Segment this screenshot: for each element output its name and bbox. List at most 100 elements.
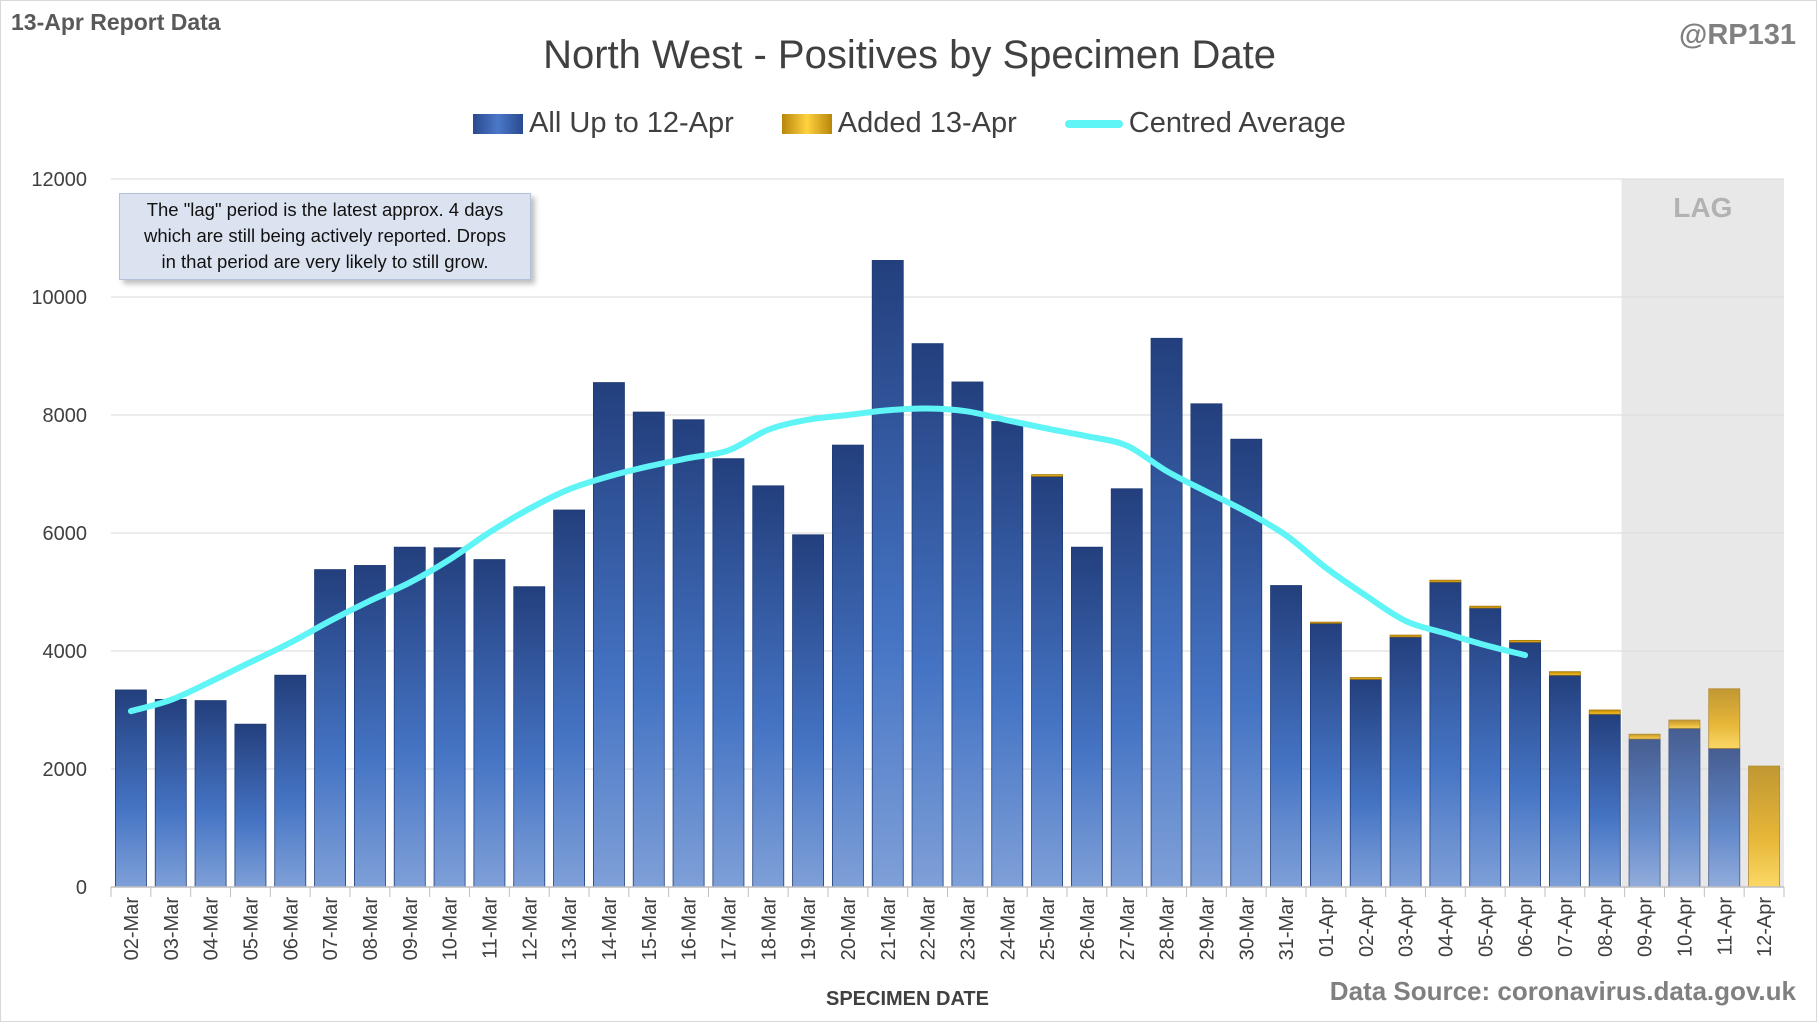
bar-base-16-Mar	[672, 419, 705, 888]
legend: All Up to 12-Apr Added 13-Apr Centred Av…	[1, 107, 1817, 140]
x-tick-label: 14-Mar	[599, 897, 621, 961]
x-tick-label: 08-Mar	[360, 897, 382, 961]
x-tick-label: 31-Mar	[1276, 897, 1298, 961]
bar-base-12-Mar	[513, 586, 546, 888]
x-tick-label: 06-Mar	[280, 897, 302, 961]
lag-note-line-2: which are still being actively reported.…	[144, 225, 506, 246]
bar-base-05-Mar	[234, 723, 267, 888]
x-tick-label: 11-Apr	[1714, 897, 1736, 956]
bar-added-10-Apr	[1668, 719, 1701, 729]
bar-base-14-Mar	[592, 382, 625, 888]
legend-swatch-average	[1064, 119, 1123, 128]
bar-base-23-Mar	[951, 381, 984, 888]
x-tick-label: 03-Apr	[1396, 897, 1418, 957]
x-tick-label: 23-Mar	[957, 897, 979, 961]
y-tick-label: 4000	[43, 641, 88, 663]
lag-overlay	[1621, 179, 1784, 887]
x-tick-label: 16-Mar	[679, 897, 701, 961]
x-tick-label: 15-Mar	[639, 897, 661, 961]
bar-base-10-Apr	[1668, 727, 1701, 888]
x-tick-label: 08-Apr	[1595, 897, 1617, 957]
x-tick-label: 05-Mar	[240, 897, 262, 961]
x-tick-label: 10-Apr	[1674, 897, 1696, 957]
x-tick-label: 06-Apr	[1515, 897, 1537, 957]
bar-base-28-Mar	[1150, 337, 1183, 888]
x-tick-label: 17-Mar	[718, 897, 740, 961]
x-tick-label: 21-Mar	[878, 897, 900, 961]
bar-added-11-Apr	[1708, 688, 1741, 749]
legend-label-average: Centred Average	[1128, 107, 1346, 139]
bar-base-26-Mar	[1070, 546, 1103, 888]
bar-base-03-Mar	[154, 698, 187, 888]
bar-base-02-Mar	[114, 689, 147, 888]
lag-note-box: The "lag" period is the latest approx. 4…	[119, 193, 531, 280]
bar-added-07-Apr	[1548, 671, 1581, 676]
bar-base-04-Mar	[194, 700, 227, 888]
x-tick-label: 02-Mar	[121, 897, 143, 961]
bar-base-08-Mar	[353, 565, 386, 888]
y-tick-label: 2000	[43, 759, 88, 781]
bar-base-10-Mar	[433, 547, 466, 888]
report-date-label: 13-Apr Report Data	[11, 9, 221, 35]
lag-label: LAG	[1673, 192, 1732, 223]
bar-added-09-Apr	[1628, 733, 1661, 740]
x-tick-label: 03-Mar	[161, 897, 183, 961]
x-tick-label: 12-Apr	[1754, 897, 1776, 957]
x-tick-label: 27-Mar	[1117, 897, 1139, 961]
bar-added-03-Apr	[1389, 634, 1422, 638]
x-tick-label: 13-Mar	[559, 897, 581, 961]
bar-base-09-Mar	[393, 546, 426, 888]
legend-item-average: Centred Average	[1064, 107, 1346, 140]
centred-average-line	[127, 405, 1529, 715]
bar-base-06-Mar	[274, 674, 307, 888]
x-tick-label: 07-Apr	[1555, 897, 1577, 957]
lag-note-line-1: The "lag" period is the latest approx. 4…	[146, 199, 504, 220]
legend-label-base: All Up to 12-Apr	[529, 107, 734, 139]
x-tick-label: 20-Mar	[838, 897, 860, 961]
x-tick-label: 19-Mar	[798, 897, 820, 961]
x-tick-label: 10-Mar	[440, 897, 462, 961]
y-tick-label: 12000	[31, 169, 87, 191]
bar-base-15-Mar	[632, 411, 665, 888]
y-tick-label: 0	[76, 877, 87, 899]
x-tick-label: 09-Apr	[1635, 897, 1657, 957]
x-tick-label: 18-Mar	[758, 897, 780, 961]
bar-added-01-Apr	[1309, 621, 1342, 624]
x-tick-label: 11-Mar	[479, 897, 501, 959]
bar-base-18-Mar	[752, 485, 785, 888]
bar-base-13-Mar	[553, 509, 586, 888]
bar-base-22-Mar	[911, 343, 944, 888]
bar-base-06-Apr	[1509, 641, 1542, 888]
bar-base-07-Apr	[1548, 674, 1581, 888]
bar-base-27-Mar	[1110, 488, 1143, 888]
legend-label-added: Added 13-Apr	[837, 107, 1017, 139]
x-tick-label: 26-Mar	[1077, 897, 1099, 961]
bar-base-25-Mar	[1031, 475, 1064, 888]
chart-title: North West - Positives by Specimen Date	[543, 33, 1276, 77]
x-axis-title: SPECIMEN DATE	[826, 988, 989, 1010]
x-tick-label: 22-Mar	[918, 897, 940, 961]
x-tick-label: 09-Mar	[400, 897, 422, 961]
bar-base-02-Apr	[1349, 678, 1382, 888]
x-tick-label: 04-Apr	[1435, 897, 1457, 957]
bar-added-08-Apr	[1588, 709, 1621, 715]
bar-added-04-Apr	[1429, 579, 1462, 583]
bar-added-25-Mar	[1031, 474, 1064, 477]
x-tick-label: 04-Mar	[201, 897, 223, 961]
legend-item-base: All Up to 12-Apr	[473, 107, 734, 140]
data-source-label: Data Source: coronavirus.data.gov.uk	[1329, 976, 1796, 1006]
bar-added-05-Apr	[1469, 605, 1502, 609]
bar-base-11-Mar	[473, 559, 506, 888]
x-tick-label: 07-Mar	[320, 897, 342, 961]
author-handle: @RP131	[1679, 19, 1796, 51]
bar-base-01-Apr	[1309, 622, 1342, 888]
bar-base-29-Mar	[1190, 403, 1223, 888]
bar-base-20-Mar	[831, 444, 864, 888]
x-tick-label: 01-Apr	[1316, 897, 1338, 957]
bar-base-24-Mar	[991, 421, 1024, 888]
bar-base-31-Mar	[1270, 585, 1303, 888]
x-tick-label: 12-Mar	[519, 897, 541, 961]
x-tick-label: 28-Mar	[1157, 897, 1179, 961]
bar-base-08-Apr	[1588, 713, 1621, 888]
